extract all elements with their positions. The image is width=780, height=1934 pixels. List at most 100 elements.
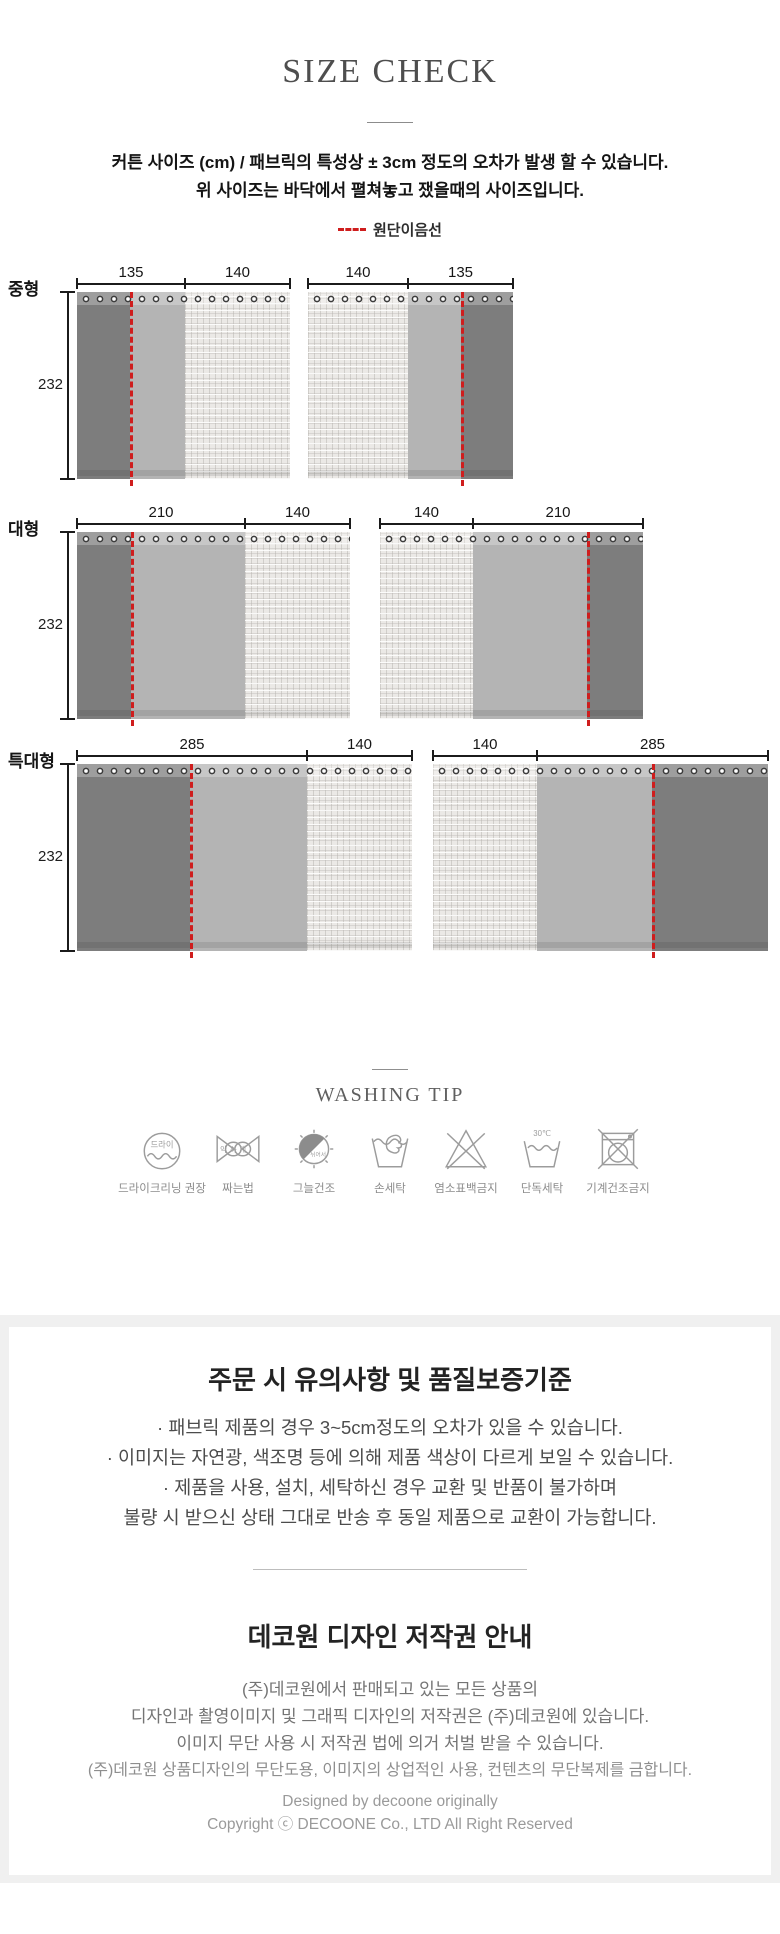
- copyright-line: (주)데코원 상품디자인의 무단도용, 이미지의 상업적인 사용, 컨텐츠의 무…: [87, 1762, 693, 1779]
- dim-sheer: 140: [379, 504, 474, 529]
- dim-label: 140: [284, 504, 311, 521]
- seam-line: [652, 764, 655, 958]
- curtain: [77, 764, 412, 958]
- notice-card: 주문 시 유의사항 및 품질보증기준 · 패브릭 제품의 경우 3~5cm정도의…: [9, 1327, 771, 1875]
- washing-item-shade-dry: 뉘어서 그늘건조: [276, 1124, 352, 1196]
- notice-bullet: · 패브릭 제품의 경우 3~5cm정도의 오차가 있을 수 있습니다.: [157, 1417, 623, 1438]
- panel-sheer: [380, 532, 473, 719]
- copyright-line: 이미지 무단 사용 시 저작권 법에 의거 처벌 받을 수 있습니다.: [176, 1734, 604, 1753]
- footer-line: Designed by decoone originally: [282, 1793, 498, 1810]
- dim-sheer: 140: [244, 504, 351, 529]
- row-label: 특대형: [8, 752, 55, 771]
- hand-wash-icon: [371, 1134, 409, 1168]
- grommet-strip: [383, 535, 643, 543]
- size-row-extra-large: 특대형 232 285 140 140 285: [0, 737, 780, 959]
- notice-bullet: · 제품을 사용, 설치, 세탁하신 경우 교환 및 반품이 불가하며: [162, 1477, 618, 1498]
- curtain-diagram-right: 140 285: [432, 736, 769, 958]
- curtain: [308, 292, 513, 486]
- curtain: [77, 292, 290, 486]
- size-note-line2: 위 사이즈는 바닥에서 펼쳐놓고 쟀을때의 사이즈입니다.: [195, 181, 585, 200]
- panel-blackout-dark: [652, 764, 768, 951]
- dim-label: 210: [545, 504, 571, 521]
- size-row-large: 대형 232 210 140 140 210: [0, 505, 780, 727]
- dim-label: 285: [639, 736, 666, 753]
- row-label: 중형: [8, 280, 40, 299]
- grommet-strip: [80, 295, 290, 303]
- height-label: 232: [38, 376, 64, 393]
- washing-item-separate-wash: 30℃ 단독세탁: [504, 1124, 580, 1196]
- panel-sheer: [307, 764, 412, 951]
- dim-label: 140: [346, 736, 373, 753]
- seam-dash-icon: [337, 227, 366, 231]
- dim-label: 140: [472, 736, 498, 753]
- washing-item-dry-clean: 드라이 드라이크리닝 권장: [118, 1124, 206, 1196]
- washing-title: WASHING TIP: [315, 1084, 465, 1106]
- seam-line: [587, 532, 590, 726]
- copyright-line: 디자인과 촬영이미지 및 그래픽 디자인의 저작권은 (주)데코원에 있습니다.: [130, 1707, 650, 1726]
- dim-label: 135: [118, 264, 144, 281]
- panel-sheer: [433, 764, 537, 951]
- svg-text:하: 하: [230, 1145, 237, 1154]
- height-label: 232: [38, 616, 64, 633]
- panel-blackout-dark: [461, 292, 513, 479]
- page-title: SIZE CHECK: [282, 53, 498, 90]
- svg-text:게: 게: [239, 1145, 246, 1154]
- svg-text:드라이: 드라이: [151, 1139, 174, 1149]
- panel-blackout-light: [473, 532, 587, 719]
- curtain-diagram-left: 210 140: [76, 504, 351, 726]
- hem-shadow: [433, 942, 768, 948]
- width-dimensions: 210 140: [76, 504, 351, 529]
- seam-line: [131, 532, 134, 726]
- seam-line: [461, 292, 464, 486]
- height-dimension: 232: [38, 291, 75, 480]
- svg-text:뉘어서: 뉘어서: [310, 1150, 326, 1158]
- height-label: 232: [38, 848, 64, 865]
- separate-wash-icon: 30℃: [523, 1129, 561, 1168]
- curtain-diagram-right: 140 135: [307, 264, 514, 486]
- dim-blackout: 210: [76, 504, 246, 529]
- notice-title: 주문 시 유의사항 및 품질보증기준: [208, 1365, 572, 1395]
- notice-bullets: · 패브릭 제품의 경우 3~5cm정도의 오차가 있을 수 있습니다. · 이…: [9, 1413, 771, 1533]
- size-row-medium: 중형 232 135 140 140 135: [0, 265, 780, 487]
- svg-text:약: 약: [220, 1145, 227, 1154]
- seam-legend: 원단이음선: [0, 221, 780, 239]
- curtain: [433, 764, 768, 958]
- dim-label: 210: [148, 504, 174, 521]
- title-divider: [367, 122, 413, 123]
- width-dimensions: 140 210: [379, 504, 644, 529]
- footer-credits: Designed by decoone originally Copyright…: [9, 1790, 771, 1836]
- width-dimensions: 285 140: [76, 736, 413, 761]
- grommet-strip: [311, 295, 513, 303]
- dim-label: 140: [413, 504, 440, 521]
- dim-sheer: 140: [432, 736, 538, 761]
- panel-blackout-light: [131, 532, 245, 719]
- panel-blackout-dark: [77, 292, 130, 479]
- dim-label: 140: [224, 264, 251, 281]
- washing-icons: 드라이 드라이크리닝 권장 약 하 게 짜는법: [0, 1124, 780, 1196]
- seam-line: [190, 764, 193, 958]
- dim-label: 135: [447, 264, 474, 281]
- panel-blackout-light: [130, 292, 185, 479]
- dry-clean-icon: 드라이: [143, 1132, 181, 1170]
- no-bleach-icon: [444, 1129, 488, 1170]
- shade-dry-icon: 뉘어서: [294, 1129, 334, 1169]
- grommet-strip: [436, 767, 768, 775]
- notice-bullet: 불량 시 받으신 상태 그대로 반송 후 동일 제품으로 교환이 가능합니다.: [123, 1507, 657, 1528]
- panel-sheer: [185, 292, 290, 479]
- washing-tip-section: WASHING TIP 드라이 드라이크리닝 권장 약 하 게: [0, 1058, 780, 1196]
- copyright-line: (주)데코원에서 판매되고 있는 모든 상품의: [241, 1680, 539, 1699]
- panel-blackout-dark: [77, 532, 131, 719]
- dim-sheer: 140: [307, 265, 409, 289]
- hem-shadow: [77, 710, 350, 716]
- washing-item-no-machine-dry: 기계건조금지: [580, 1124, 656, 1196]
- washing-item-wring: 약 하 게 짜는법: [200, 1124, 276, 1196]
- dim-blackout: 135: [76, 264, 186, 289]
- curtain-diagram-right: 140 210: [379, 504, 644, 726]
- panel-blackout-dark: [587, 532, 643, 719]
- row-label: 대형: [8, 520, 40, 539]
- panel-blackout-light: [408, 292, 461, 479]
- no-machine-dry-icon: [597, 1128, 639, 1170]
- dim-blackout: 285: [76, 737, 308, 761]
- dim-blackout: 285: [536, 736, 769, 761]
